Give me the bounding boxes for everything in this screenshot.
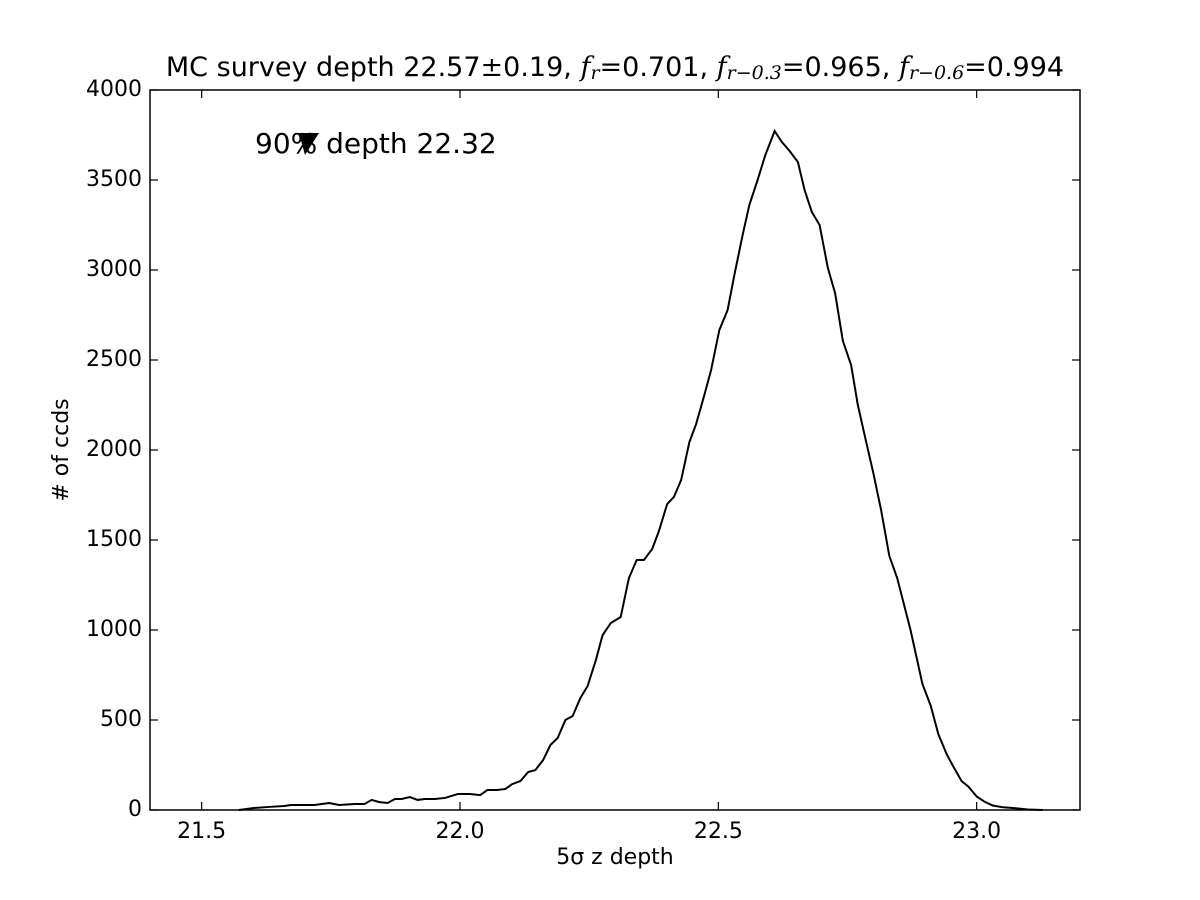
title-part: r−0.3: [727, 62, 782, 84]
y-tick-label: 0: [128, 797, 142, 822]
title-part: f: [897, 52, 913, 83]
data-line: [238, 128, 1043, 811]
title-part: =: [964, 52, 987, 83]
y-tick-label: 1500: [86, 527, 142, 552]
chart-title: MC survey depth 22.57±0.19, fr=0.701, fr…: [166, 52, 1064, 84]
title-part: f: [578, 52, 594, 83]
title-part: ±: [481, 52, 504, 83]
x-tick-label: 22.0: [436, 819, 485, 844]
title-part: f: [715, 52, 731, 83]
x-tick-label: 21.5: [177, 819, 226, 844]
y-tick-label: 2000: [86, 437, 142, 462]
x-tick-label: 22.5: [694, 819, 743, 844]
x-axis-label: 5σ z depth: [556, 845, 674, 870]
annotation: 90% depth 22.32: [255, 127, 497, 160]
title-part: 0.965,: [804, 52, 898, 83]
title-part: r: [590, 62, 601, 84]
x-tick-label: 23.0: [952, 819, 1001, 844]
y-tick-label: 500: [100, 707, 142, 732]
y-tick-label: 1000: [86, 617, 142, 642]
plot-frame: [149, 89, 1081, 811]
y-tick-label: 4000: [86, 77, 142, 102]
title-part: MC survey depth 22.57: [166, 52, 481, 83]
title-part: 0.701,: [622, 52, 716, 83]
annotation-arrow: [299, 133, 319, 155]
title-part: 0.19,: [503, 52, 580, 83]
y-axis-label: # of ccds: [49, 398, 74, 501]
title-part: =: [600, 52, 623, 83]
title-part: r−0.6: [909, 62, 964, 84]
title-part: 0.994: [987, 52, 1064, 83]
y-tick-label: 3000: [86, 257, 142, 282]
y-tick-label: 3500: [86, 167, 142, 192]
y-tick-label: 2500: [86, 347, 142, 372]
title-part: =: [782, 52, 805, 83]
